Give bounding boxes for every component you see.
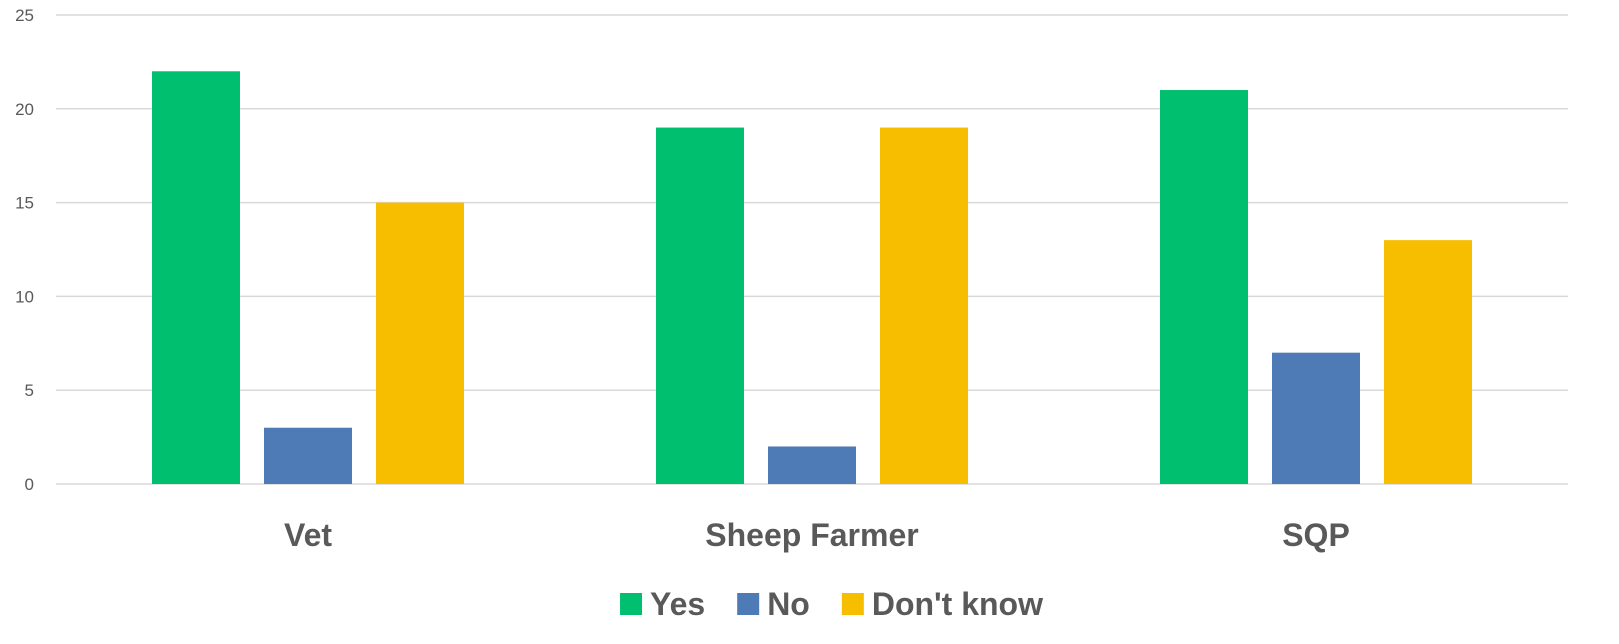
y-tick-label: 20 — [15, 100, 34, 119]
y-tick-label: 0 — [25, 475, 34, 494]
legend-item: Yes — [620, 586, 705, 622]
bar-don-t-know-vet — [376, 202, 464, 484]
y-tick-label: 15 — [15, 194, 34, 213]
legend-swatch — [620, 593, 643, 615]
x-category-label: Vet — [284, 517, 332, 553]
y-tick-label: 25 — [15, 6, 34, 25]
legend-swatch — [841, 593, 864, 615]
bar-don-t-know-sheep-farmer — [880, 127, 968, 484]
legend-label: No — [767, 586, 810, 622]
bar-don-t-know-sqp — [1384, 240, 1472, 484]
legend-item: No — [737, 586, 810, 622]
legend: Yes No Don't know — [620, 586, 1043, 622]
x-axis-categories: Vet Sheep Farmer SQP — [284, 517, 1350, 553]
y-tick-label: 5 — [25, 381, 34, 400]
bar-yes-vet — [152, 71, 240, 484]
bar-no-vet — [264, 427, 352, 484]
bar-yes-sqp — [1160, 90, 1248, 484]
legend-label: Yes — [650, 586, 705, 622]
x-category-label: SQP — [1282, 517, 1350, 553]
bars — [152, 71, 1472, 484]
y-axis-ticks: 0 5 10 15 20 25 — [15, 6, 34, 494]
bar-no-sqp — [1272, 352, 1360, 484]
bar-no-sheep-farmer — [768, 446, 856, 484]
x-category-label: Sheep Farmer — [705, 517, 918, 553]
bar-yes-sheep-farmer — [656, 127, 744, 484]
y-tick-label: 10 — [15, 287, 34, 306]
legend-item: Don't know — [841, 586, 1043, 622]
legend-swatch — [737, 593, 760, 615]
legend-label: Don't know — [872, 586, 1043, 622]
